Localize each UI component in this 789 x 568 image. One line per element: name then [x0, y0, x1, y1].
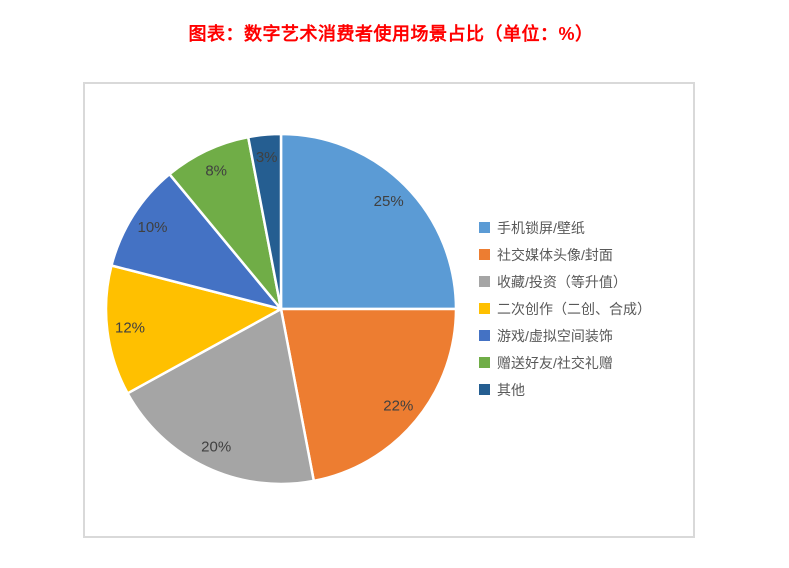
legend-item-4: 游戏/虚拟空间装饰 [479, 322, 651, 349]
pie-slice-3 [104, 264, 283, 395]
pie-chart: 25% 22% 20% 12% 10% 8% 3% [104, 132, 458, 486]
legend-label: 手机锁屏/壁纸 [497, 219, 585, 236]
chart-frame: 25% 22% 20% 12% 10% 8% 3% 手机锁屏/壁纸社交媒体头像/封面 收藏/投… [83, 82, 695, 538]
legend-swatch-icon [479, 303, 490, 314]
pie-slice-label-5: 8% [205, 163, 227, 180]
legend-swatch-icon [479, 249, 490, 260]
legend-item-1: 社交媒体头像/封面 [479, 241, 651, 268]
chart-legend: 手机锁屏/壁纸社交媒体头像/封面 收藏/投资（等升值） 二次创作（二创、合成） 游戏/… [479, 214, 651, 403]
chart-title: 图表：数字艺术消费者使用场景占比（单位：%） [188, 24, 594, 44]
pie-slice-label-2: 20% [201, 438, 231, 455]
legend-swatch-icon [479, 357, 490, 368]
legend-label: 社交媒体头像/封面 [497, 246, 613, 263]
legend-swatch-icon [479, 222, 490, 233]
pie-slice-2 [126, 307, 316, 486]
legend-label: 赠送好友/社交礼赠 [497, 354, 613, 371]
pie-slice-label-3: 12% [115, 320, 145, 337]
pie-slice-label-6: 3% [256, 149, 278, 166]
pie-slice-6 [246, 132, 283, 311]
pie-slice-label-1: 22% [383, 398, 413, 415]
legend-item-3: 二次创作（二创、合成） [479, 295, 651, 322]
legend-swatch-icon [479, 276, 490, 287]
pie-slice-label-4: 10% [137, 219, 167, 236]
legend-label: 其他 [497, 381, 525, 398]
legend-label: 游戏/虚拟空间装饰 [497, 327, 613, 344]
legend-item-2: 收藏/投资（等升值） [479, 268, 651, 295]
legend-item-0: 手机锁屏/壁纸 [479, 214, 651, 241]
pie-slice-label-0: 25% [374, 193, 404, 210]
pie-slice-1 [279, 307, 458, 483]
legend-label: 收藏/投资（等升值） [497, 273, 627, 290]
pie-slice-0 [279, 132, 458, 311]
legend-item-6: 其他 [479, 376, 651, 403]
pie-slice-4 [110, 172, 283, 311]
legend-label: 二次创作（二创、合成） [497, 300, 651, 317]
legend-item-5: 赠送好友/社交礼赠 [479, 349, 651, 376]
legend-swatch-icon [479, 330, 490, 341]
legend-swatch-icon [479, 384, 490, 395]
